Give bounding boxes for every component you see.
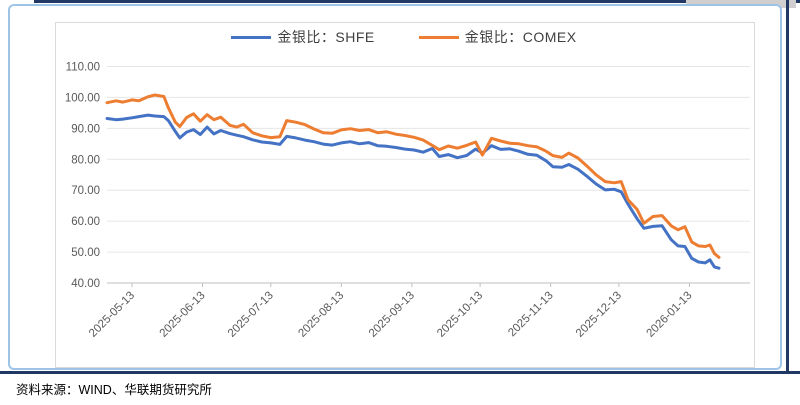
svg-text:2025-06-13: 2025-06-13 bbox=[158, 290, 208, 340]
x-axis-tick-labels: 2025-05-13 2025-06-13 2025-07-13 2025-08-13… bbox=[87, 290, 694, 340]
legend-item-comex: 金银比：COMEX bbox=[418, 27, 577, 47]
y-axis-tick-labels: 40.00 50.00 60.00 70.00 80.00 90.00 100.00 110.… bbox=[65, 62, 100, 291]
svg-text:100.00: 100.00 bbox=[65, 92, 100, 104]
shfe-series-line bbox=[105, 113, 721, 270]
series-lines bbox=[105, 93, 721, 270]
table-border-right bbox=[786, 0, 789, 374]
legend-item-shfe: 金银比：SHFE bbox=[231, 27, 374, 47]
legend-label-shfe: 金银比：SHFE bbox=[277, 29, 375, 45]
svg-text:110.00: 110.00 bbox=[66, 62, 100, 74]
svg-text:80.00: 80.00 bbox=[71, 154, 100, 166]
svg-text:2026-01-13: 2026-01-13 bbox=[644, 290, 694, 340]
shfe-line-swatch bbox=[231, 35, 272, 39]
svg-text:2025-08-13: 2025-08-13 bbox=[296, 290, 346, 340]
svg-text:90.00: 90.00 bbox=[71, 123, 100, 135]
gridlines bbox=[107, 66, 750, 284]
table-border-top bbox=[34, 0, 800, 3]
x-axis bbox=[131, 283, 690, 287]
svg-text:2025-12-13: 2025-12-13 bbox=[574, 290, 624, 340]
table-border-bottom bbox=[0, 371, 800, 374]
legend-label-comex: 金银比：COMEX bbox=[464, 29, 577, 45]
svg-text:2025-10-13: 2025-10-13 bbox=[435, 290, 485, 340]
svg-text:2025-11-13: 2025-11-13 bbox=[506, 290, 555, 339]
svg-text:2025-09-13: 2025-09-13 bbox=[367, 290, 417, 340]
svg-text:2025-07-13: 2025-07-13 bbox=[226, 290, 276, 340]
svg-text:60.00: 60.00 bbox=[71, 216, 100, 228]
chart-legend: 金银比：SHFE 金银比：COMEX bbox=[55, 27, 753, 47]
svg-text:2025-05-13: 2025-05-13 bbox=[87, 290, 137, 340]
source-note: 资料来源：WIND、华联期货研究所 bbox=[16, 383, 212, 397]
svg-text:70.00: 70.00 bbox=[71, 185, 100, 197]
comex-series-line bbox=[105, 93, 721, 259]
svg-text:50.00: 50.00 bbox=[71, 247, 100, 259]
svg-text:40.00: 40.00 bbox=[71, 278, 100, 290]
chart-area-frame bbox=[55, 22, 755, 368]
comex-line-swatch bbox=[418, 35, 459, 39]
